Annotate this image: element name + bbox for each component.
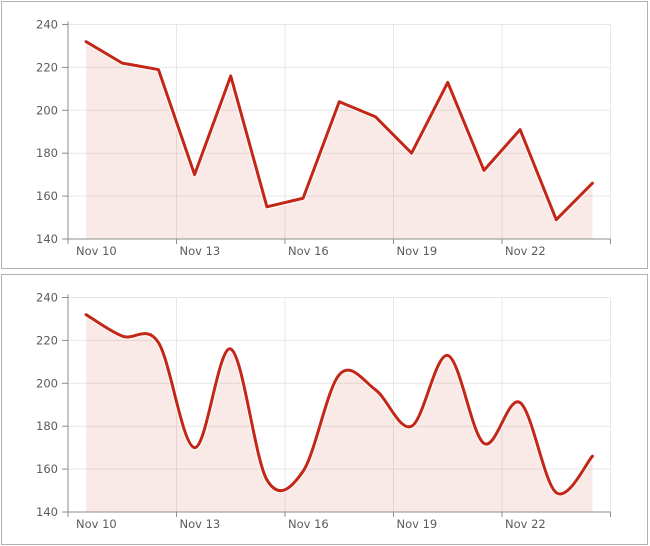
- line-chart-panel: 240 220 200 180 160 140 Nov 10 Nov 13 Nov 16 Nov …: [1, 1, 648, 269]
- x-axis-label: Nov 13: [180, 244, 221, 258]
- x-axis-label: Nov 16: [288, 244, 329, 258]
- x-axis-label: Nov 10: [76, 517, 117, 531]
- y-axis-label: 140: [36, 505, 58, 519]
- series-line: [84, 40, 594, 222]
- x-axis-label: Nov 13: [180, 517, 221, 531]
- y-axis-label: 240: [36, 18, 58, 32]
- series-line: [84, 313, 594, 496]
- y-axis-label: 220: [36, 333, 58, 347]
- y-axis-label: 180: [36, 146, 58, 160]
- y-axis-label: 140: [36, 232, 58, 246]
- y-axis-label: 220: [36, 60, 58, 74]
- spline-chart: 240 220 200 180 160 140 Nov 10 Nov 13 Nov 16 Nov …: [36, 291, 611, 531]
- x-axis-label: Nov 22: [505, 517, 546, 531]
- x-axis-label: Nov 19: [397, 244, 438, 258]
- x-axis-label: Nov 22: [505, 244, 546, 258]
- y-axis-label: 180: [36, 419, 58, 433]
- y-axis-label: 240: [36, 291, 58, 305]
- series-area: [86, 314, 593, 512]
- y-axis-label: 200: [36, 103, 58, 117]
- y-axis-label: 200: [36, 376, 58, 390]
- x-axis-label: Nov 19: [397, 517, 438, 531]
- line-chart: 240 220 200 180 160 140 Nov 10 Nov 13 Nov 16 Nov …: [36, 18, 611, 258]
- x-axis-label: Nov 16: [288, 517, 329, 531]
- y-axis-label: 160: [36, 189, 58, 203]
- y-axis-label: 160: [36, 462, 58, 476]
- series-area: [86, 41, 593, 239]
- spline-chart-panel: 240 220 200 180 160 140 Nov 10 Nov 13 Nov 16 Nov …: [1, 274, 648, 545]
- x-axis-label: Nov 10: [76, 244, 117, 258]
